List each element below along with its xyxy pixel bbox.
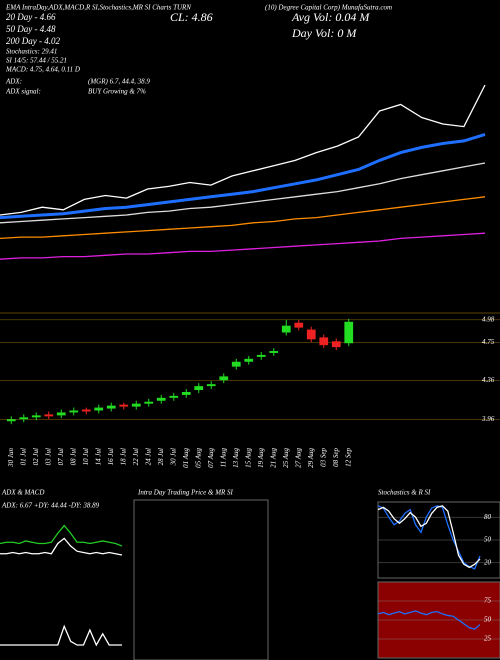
avg-vol: Avg Vol: 0.04 M (291, 10, 370, 24)
x-tick-label: 30 Jul (169, 448, 177, 466)
adx-values: (MGR) 6.7, 44.4, 38.9 (88, 78, 150, 86)
candle-body (44, 414, 54, 417)
info-line: SI 14/5: 57.44 / 55.21 (6, 57, 67, 65)
info-line: 20 Day - 4.66 (6, 12, 56, 22)
info-line: 200 Day - 4.02 (6, 36, 60, 46)
candle-body (156, 397, 166, 401)
x-tick-label: 16 Jul (107, 448, 115, 465)
series-line (0, 232, 486, 260)
candle-body (244, 358, 254, 362)
series-line (377, 610, 481, 630)
series-line (377, 505, 481, 570)
x-tick-label: 03 Jul (44, 448, 52, 465)
candle-body (119, 404, 129, 407)
candle-body (94, 407, 104, 411)
candle-body (56, 412, 66, 416)
candle-body (294, 322, 304, 328)
x-tick-label: 07 Jul (57, 448, 65, 465)
x-tick-label: 21 Aug (269, 448, 277, 468)
day-vol: Day Vol: 0 M (291, 26, 357, 40)
x-tick-label: 29 Aug (307, 448, 315, 468)
x-tick-label: 25 Aug (282, 448, 290, 468)
x-tick-label: 08 Sep (332, 448, 340, 467)
x-tick-label: 13 Aug (232, 448, 240, 468)
series-line (0, 162, 486, 224)
x-tick-label: 14 Jul (94, 448, 102, 465)
x-tick-label: 22 Jul (132, 448, 140, 465)
x-tick-label: 02 Jul (32, 448, 40, 465)
candle-body (19, 417, 29, 420)
x-tick-label: 01 Jul (19, 448, 27, 465)
x-tick-label: 12 Sep (344, 448, 352, 467)
candle-body (331, 341, 341, 348)
candle-body (219, 376, 229, 381)
adx-signal-value: BUY Growing & 7% (88, 88, 146, 96)
candle-body (344, 321, 354, 344)
top-left: EMA IntraDay,ADX,MACD,R SI,Stochastics,M… (5, 4, 191, 12)
x-tick-label: 18 Jul (119, 448, 127, 465)
candle-body (81, 409, 91, 412)
candle-body (106, 405, 116, 409)
y-tick-label: 4.75 (482, 338, 495, 346)
y-tick-label: 4.36 (482, 376, 495, 384)
x-tick-label: 07 Aug (207, 448, 215, 468)
candle-body (306, 329, 316, 340)
x-tick-label: 05 Aug (194, 448, 202, 468)
candle-body (181, 391, 191, 395)
candle-body (256, 354, 266, 357)
candle-body (194, 386, 204, 391)
y-tick-label: 75 (484, 597, 492, 605)
candle-body (206, 384, 216, 387)
x-tick-label: 24 Jul (144, 448, 152, 465)
candle-body (169, 395, 179, 398)
x-tick-label: 01 Aug (182, 448, 190, 468)
candle-body (281, 325, 291, 333)
series-line (0, 524, 123, 547)
series-line (377, 505, 481, 569)
candle-body (319, 337, 329, 346)
panel-title: Stochastics & R SI (378, 489, 431, 497)
series-line (0, 84, 486, 216)
candle-body (269, 351, 279, 353)
candle-body (31, 415, 41, 418)
y-tick-label: 20 (484, 558, 492, 566)
intraday-title: Intra Day Trading Price & MR SI (137, 489, 234, 497)
series-line (0, 132, 486, 220)
series-line (0, 196, 486, 240)
candle-body (6, 419, 16, 422)
candle-body (69, 410, 79, 413)
x-tick-label: 08 Jul (69, 448, 77, 465)
x-tick-label: 27 Aug (294, 448, 302, 468)
info-line: MACD: 4.75, 4.64, 0.11 D (5, 66, 80, 74)
y-tick-label: 50 (484, 536, 492, 544)
x-tick-label: 28 Jul (157, 448, 165, 465)
x-tick-label: 19 Aug (257, 448, 265, 468)
series-line (0, 537, 123, 556)
x-tick-label: 10 Jul (82, 448, 90, 465)
x-tick-label: 03 Sep (319, 448, 327, 467)
intraday-box (133, 499, 269, 660)
candle-body (131, 403, 141, 407)
y-tick-label: 80 (484, 513, 492, 521)
panel-title: ADX & MACD (1, 489, 44, 497)
info-line: Stochastics: 29.41 (6, 48, 57, 56)
adx: ADX: (5, 78, 22, 86)
x-tick-label: 30 Jun (7, 448, 15, 468)
adx-signal: ADX signal: (5, 88, 41, 96)
info-line: 50 Day - 4.48 (6, 24, 56, 34)
candle-body (231, 361, 241, 367)
panel-subtitle: ADX: 6.67 +DY: 44.44 -DY: 38.89 (1, 502, 100, 510)
series-line (0, 624, 122, 647)
y-tick-label: 4.98 (482, 315, 495, 323)
candle-body (144, 401, 154, 404)
x-tick-label: 15 Aug (244, 448, 252, 468)
close: CL: 4.86 (170, 10, 213, 24)
y-tick-label: 25 (484, 635, 492, 643)
y-tick-label: 3.96 (481, 415, 495, 423)
top-right: (10) Degree Capital Corp) MunafaSutra.co… (265, 4, 392, 12)
y-tick-label: 50 (484, 616, 492, 624)
x-tick-label: 11 Aug (219, 448, 227, 468)
